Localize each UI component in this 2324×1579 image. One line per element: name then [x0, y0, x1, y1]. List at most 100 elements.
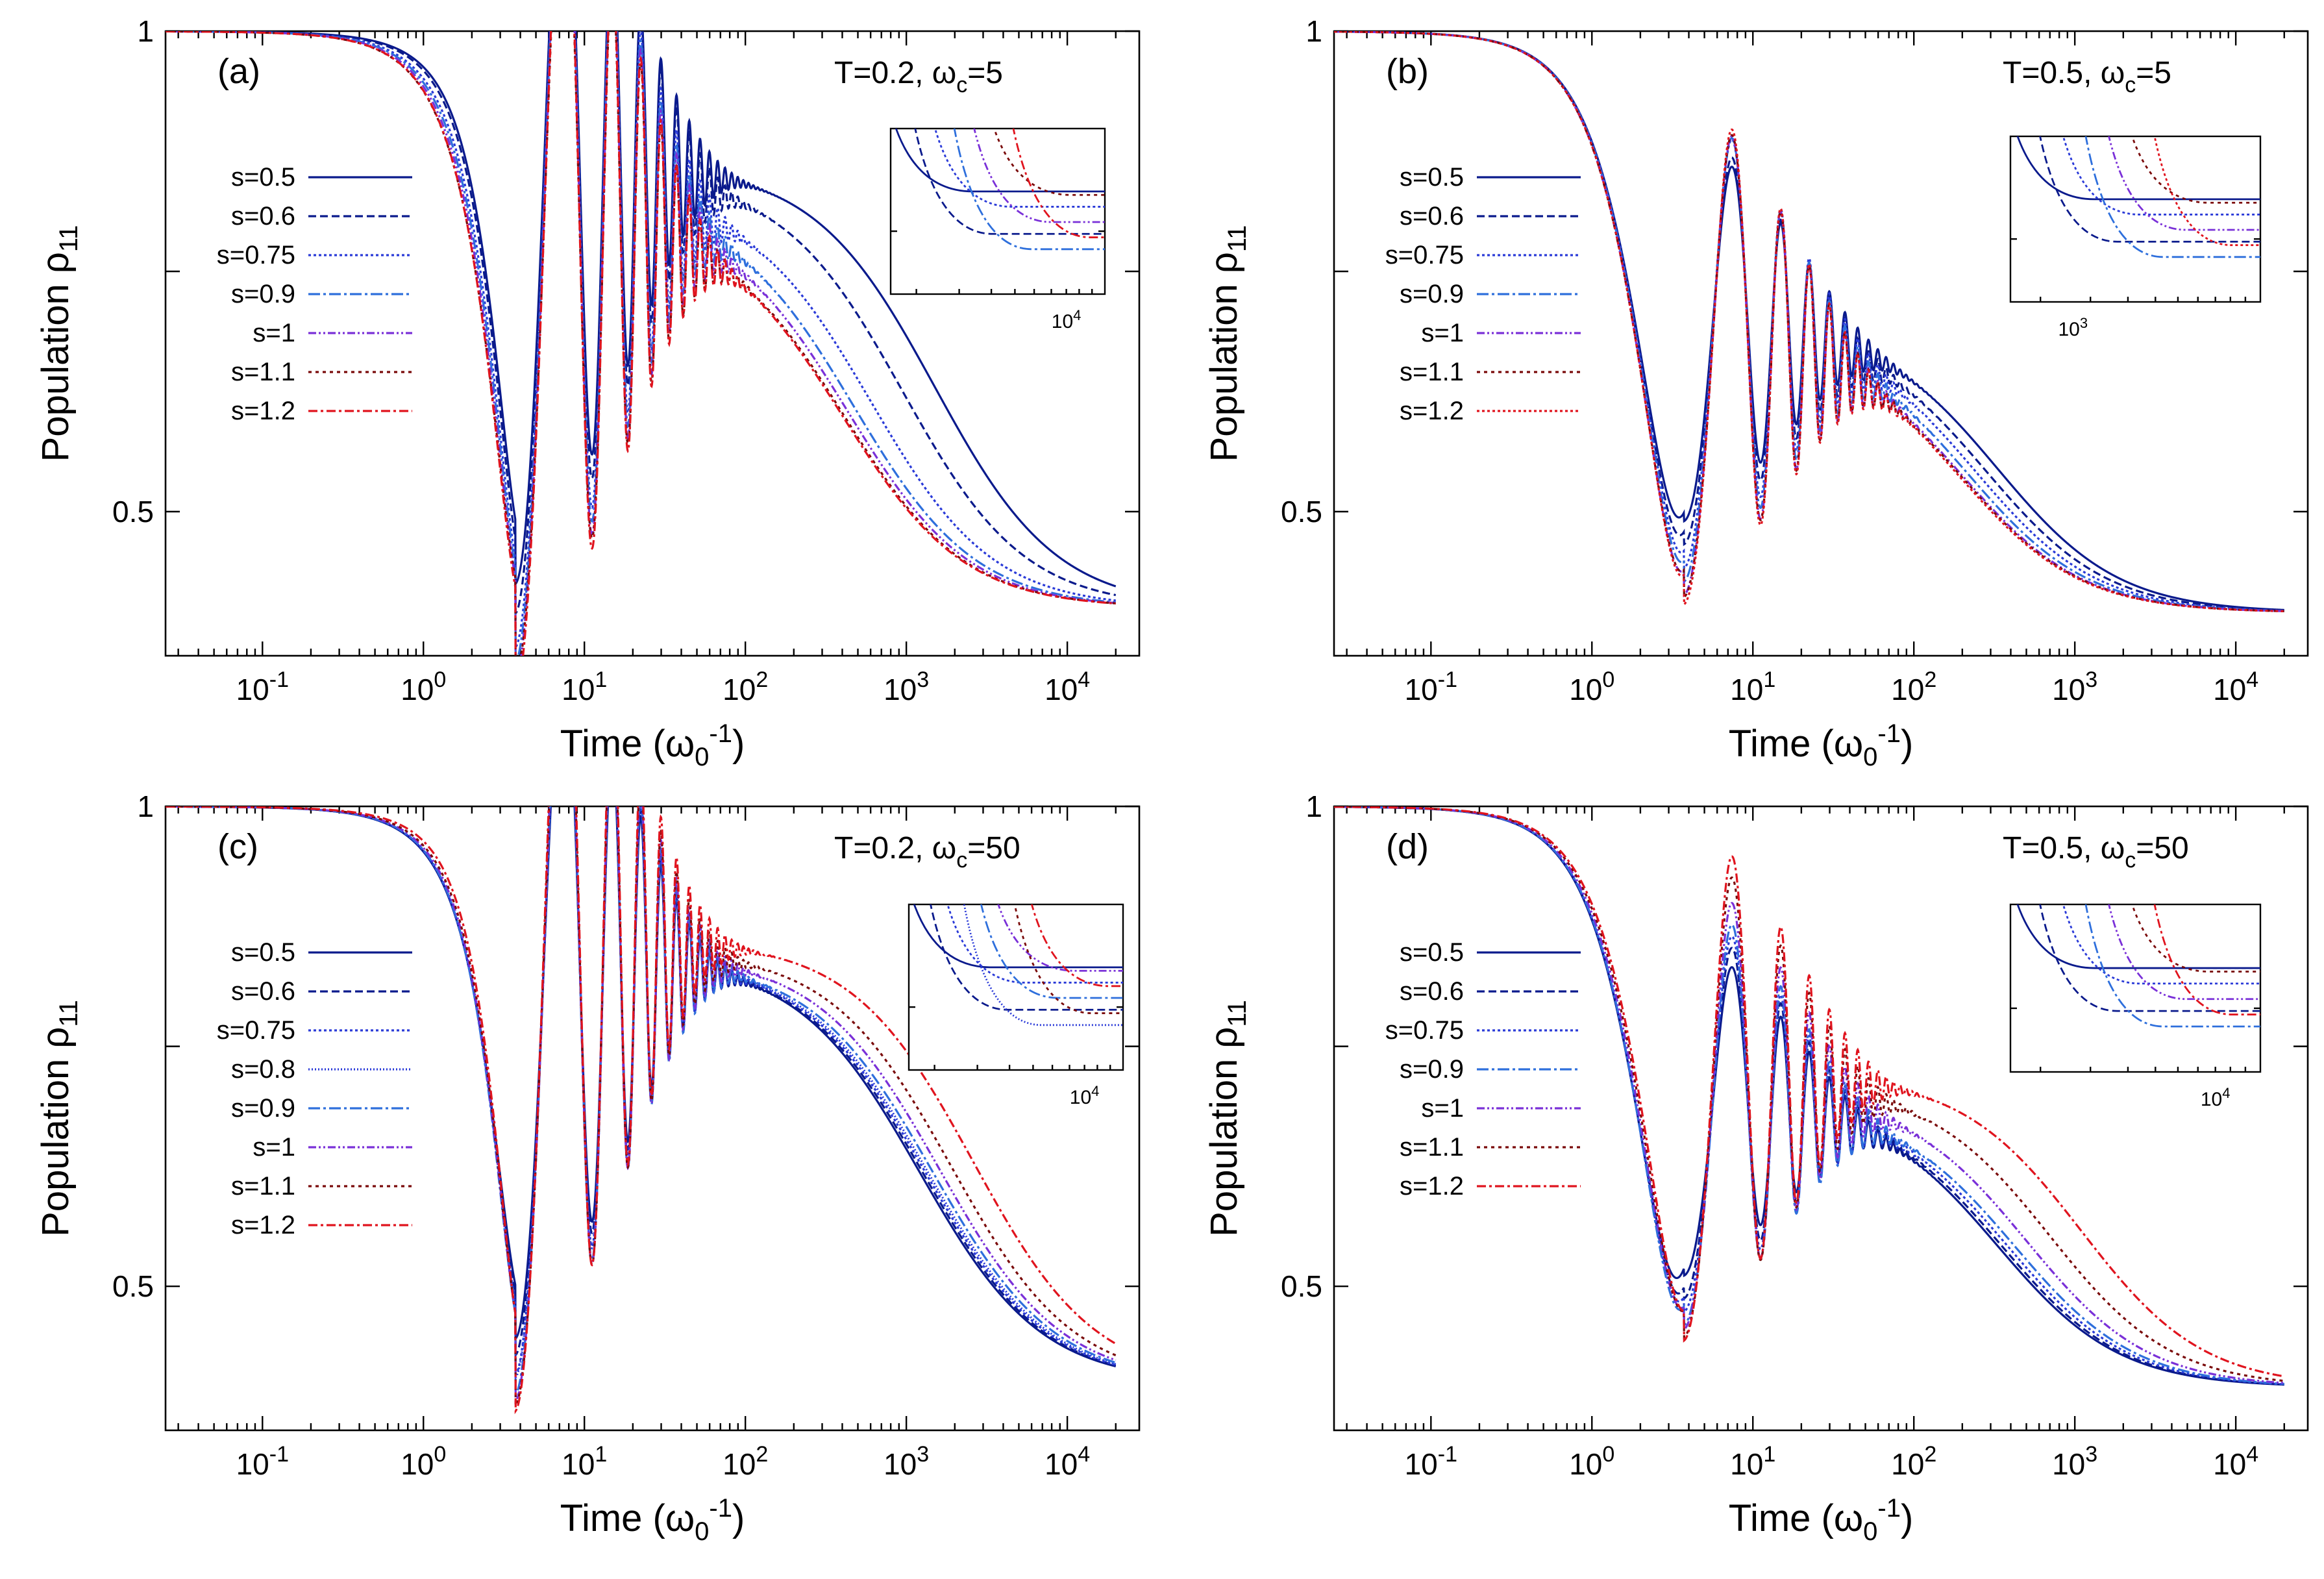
- legend-entry-label: s=0.9: [1400, 280, 1464, 308]
- series-group: [166, 806, 1117, 1415]
- y-tick-label: 0.5: [112, 1269, 154, 1303]
- x-tick-label: 104: [2213, 1442, 2258, 1481]
- x-tick-label: 102: [1891, 667, 1936, 706]
- series-line-s=0.9: [1334, 806, 2284, 1385]
- legend-entry-label: s=1.1: [231, 1172, 295, 1200]
- legend-entry-label: s=0.6: [231, 977, 295, 1006]
- y-axis-label: Population ρ11: [34, 225, 83, 462]
- x-tick-label: 101: [562, 1442, 607, 1481]
- legend-entry-label: s=0.5: [231, 163, 295, 192]
- inset-frame: [889, 127, 1106, 295]
- legend-entry-label: s=0.75: [1385, 1016, 1464, 1045]
- legend: s=0.5 s=0.6 s=0.75 s=0.9 s=1 s=1.1 s=1.2: [217, 163, 412, 425]
- x-tick-label: 101: [562, 667, 607, 706]
- inset-series-line: [953, 129, 1105, 251]
- series-line-s=0.8: [166, 806, 1117, 1381]
- legend-entry-label: s=1.2: [1400, 397, 1464, 425]
- inset-series-line: [2084, 904, 2260, 1028]
- inset-tick-label: 104: [1070, 1083, 1100, 1108]
- x-tick-label: 10-1: [1405, 1442, 1457, 1481]
- inset-series-line: [973, 129, 1105, 223]
- legend-entry-label: s=1.1: [1400, 358, 1464, 386]
- inset-series-line: [914, 129, 1105, 235]
- x-tick-label: 103: [884, 1442, 929, 1481]
- plot-frame: [1333, 30, 2309, 657]
- parameter-annotation: T=0.2, ωc=50: [834, 831, 1020, 873]
- legend-entry-label: s=1: [1421, 319, 1464, 347]
- panel-label: (b): [1386, 52, 1429, 91]
- plot-frame: [1333, 805, 2309, 1432]
- inset-series-line: [993, 129, 1105, 196]
- x-tick-label: 102: [723, 1442, 768, 1481]
- series-line-s=0.5: [1334, 806, 2284, 1386]
- y-tick-label: 0.5: [1281, 495, 1322, 528]
- legend-entry-label: s=1: [253, 1133, 295, 1162]
- series-line-s=0.6: [1334, 806, 2284, 1386]
- legend-entry-label: s=0.5: [1400, 938, 1464, 967]
- inset-series-line: [2016, 136, 2260, 201]
- inset-series-line: [980, 904, 1123, 999]
- x-tick-label: 104: [2213, 667, 2258, 706]
- inset-series-line: [913, 904, 1123, 969]
- legend-entry-label: s=1.2: [231, 1211, 295, 1239]
- panel-d: 10-1 100 101 102 103 104 0.5 1 Time (ω0-1) Popula…: [1203, 790, 2309, 1546]
- inset-series-line: [934, 129, 1105, 208]
- inset-tick-label: 103: [2058, 315, 2088, 340]
- panel-b: 10-1 100 101 102 103 104 0.5 1 Time (ω0-1) Popula…: [1203, 14, 2309, 771]
- legend-entry-label: s=0.75: [1385, 241, 1464, 269]
- series-line-s=1.2: [1334, 31, 2284, 613]
- inset-tick-label: 104: [1052, 307, 1082, 332]
- x-tick-label: 100: [401, 1442, 446, 1481]
- x-axis-label: Time (ω0-1): [560, 719, 745, 771]
- x-axis-label: Time (ω0-1): [1729, 719, 1914, 771]
- legend-entry-label: s=0.9: [1400, 1055, 1464, 1084]
- y-axis-label: Population ρ11: [34, 1000, 83, 1237]
- series-line-s=0.6: [166, 31, 1117, 617]
- legend: s=0.5 s=0.6 s=0.75 s=0.9 s=1 s=1.1 s=1.2: [1385, 938, 1581, 1200]
- inset-tick-label: 104: [2201, 1085, 2231, 1110]
- inset-series-line: [946, 904, 1123, 984]
- legend: s=0.5 s=0.6 s=0.75 s=0.8 s=0.9 s=1 s=1.1 s=1.2: [217, 938, 412, 1239]
- legend-entry-label: s=0.9: [231, 1094, 295, 1123]
- x-tick-label: 100: [1569, 667, 1614, 706]
- x-tick-label: 102: [1891, 1442, 1936, 1481]
- x-tick-label: 104: [1045, 1442, 1090, 1481]
- legend-entry-label: s=1.2: [231, 397, 295, 425]
- inset-series-line: [2131, 904, 2260, 973]
- series-line-s=1: [1334, 31, 2284, 612]
- series-line-s=1.1: [1334, 806, 2284, 1382]
- legend-entry-label: s=0.75: [217, 241, 295, 269]
- inset-frame: [2009, 903, 2262, 1073]
- x-tick-label: 103: [884, 667, 929, 706]
- panel-label: (d): [1386, 827, 1429, 866]
- series-line-s=0.9: [166, 31, 1116, 656]
- series-line-s=0.9: [1334, 31, 2284, 612]
- y-tick-label: 1: [1305, 790, 1322, 823]
- panel-label: (a): [217, 52, 260, 91]
- inset-series-line: [2108, 904, 2260, 1001]
- y-tick-label: 1: [137, 14, 154, 48]
- legend-entry-label: s=0.6: [231, 202, 295, 230]
- series-line-s=0.6: [1334, 31, 2284, 612]
- legend: s=0.5 s=0.6 s=0.75 s=0.9 s=1 s=1.1 s=1.2: [1385, 163, 1581, 425]
- inset: 104: [889, 127, 1106, 332]
- inset-series-line: [2016, 904, 2260, 969]
- inset-series-line: [2153, 904, 2260, 1015]
- y-axis-label: Population ρ11: [1203, 1000, 1252, 1237]
- panel-label: (c): [217, 827, 258, 866]
- x-tick-label: 101: [1730, 667, 1775, 706]
- inset-series-line: [930, 904, 1123, 1011]
- series-group: [1334, 31, 2284, 613]
- parameter-annotation: T=0.2, ωc=5: [834, 56, 1003, 97]
- inset-series-line: [2039, 136, 2260, 243]
- x-tick-label: 103: [2052, 1442, 2097, 1481]
- y-tick-label: 1: [1305, 14, 1322, 48]
- legend-entry-label: s=0.5: [1400, 163, 1464, 192]
- x-axis-label: Time (ω0-1): [560, 1494, 745, 1546]
- x-tick-label: 10-1: [236, 667, 289, 706]
- panel-a: 10-1 100 101 102 103 104 0.5 1 Time (ω0-1) Popula…: [34, 14, 1141, 771]
- x-tick-label: 10-1: [236, 1442, 289, 1481]
- plot-frame: [164, 30, 1141, 657]
- series-line-s=1.2: [166, 31, 1116, 656]
